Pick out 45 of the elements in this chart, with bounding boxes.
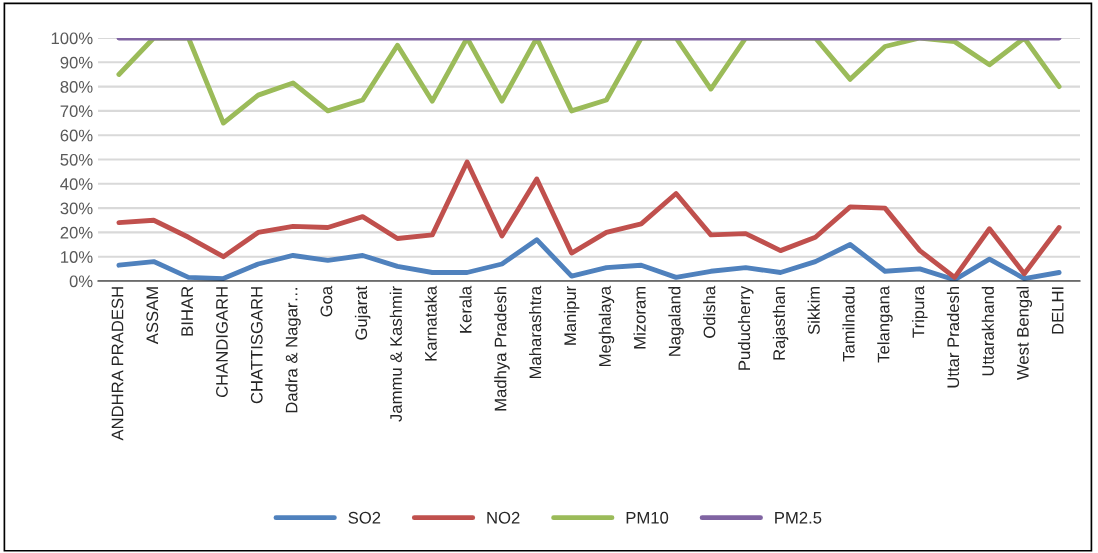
x-tick-label: Telangana [877, 285, 893, 363]
x-tick-label: Rajasthan [772, 286, 789, 360]
x-tick-label: Madhya Pradesh [494, 286, 510, 411]
y-tick-label: 100% [51, 32, 93, 45]
y-tick-label: 70% [60, 105, 93, 118]
legend-label: NO2 [487, 511, 520, 524]
x-tick-label: Odisha [703, 285, 716, 338]
x-tick-label: BIHAR [181, 286, 193, 336]
x-tick-label: Tamilnadu [842, 286, 855, 362]
y-tick-label: 10% [61, 251, 93, 263]
y-tick-label: 80% [60, 81, 93, 93]
x-tick-label: Jammu & Kashmir [389, 286, 402, 422]
x-tick-label: CHANDIGARH [216, 287, 228, 398]
line-series [116, 237, 1062, 281]
x-tick-label: Maharashtra [529, 285, 542, 379]
x-tick-label: CHATTISGARH [250, 287, 263, 404]
x-tick-label: Puducherry [737, 285, 754, 370]
x-tick-label: Manipur [563, 286, 580, 345]
line-series [116, 159, 1062, 280]
legend-label: PM10 [626, 511, 669, 524]
y-tick-label: 50% [60, 153, 93, 166]
x-tick-label: Uttar Pradesh [946, 286, 960, 388]
y-tick-label: 40% [60, 178, 93, 190]
legend-label: PM2.5 [775, 511, 822, 524]
y-tick-label: 60% [60, 129, 93, 142]
legend-label: SO2 [348, 511, 381, 524]
x-tick-label: Dadra & Nagar… [285, 288, 301, 413]
x-tick-label: Nagaland [668, 286, 684, 356]
y-tick-label: 30% [60, 202, 93, 215]
x-tick-label: Uttarakhand [981, 286, 994, 376]
x-tick-label: Kerala [459, 285, 472, 333]
x-tick-label: Meghalaya [598, 285, 615, 367]
y-tick-label: 90% [60, 56, 93, 69]
x-tick-label: Karnataka [424, 285, 437, 361]
x-tick-label: Gujarat [354, 285, 371, 340]
x-tick-label: West Bengal [1016, 286, 1033, 380]
x-tick-label: Sikkim [807, 286, 820, 335]
x-tick-label: Goa [320, 285, 333, 317]
x-tick-label: DELHI [1051, 287, 1064, 334]
y-tick-label: 0% [69, 275, 93, 288]
x-tick-label: ASSAM [146, 287, 159, 345]
x-tick-label: Tripura [912, 285, 928, 338]
x-tick-label: ANDHRA PRADESH [111, 287, 124, 441]
y-tick-label: 20% [60, 226, 93, 239]
x-tick-label: Mizoram [633, 286, 646, 349]
